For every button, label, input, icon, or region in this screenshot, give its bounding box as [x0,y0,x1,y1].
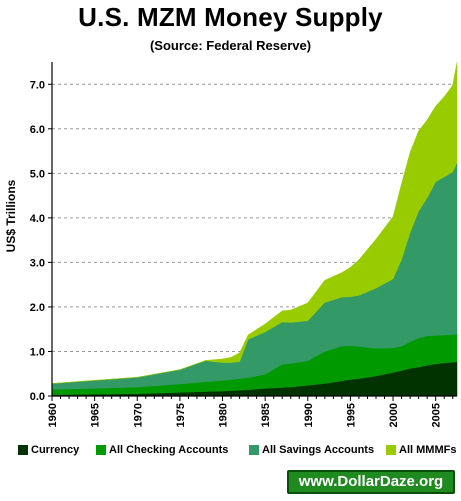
x-tick-label: 1980 [218,403,230,427]
legend-item-all-mmmfs: All MMMFs [386,444,456,456]
y-tick-label: 5.0 [30,168,45,180]
legend-label: All Checking Accounts [109,444,229,456]
legend-label: All Savings Accounts [262,444,375,456]
y-tick-label: 7.0 [30,79,45,91]
legend-item-currency: Currency [18,444,79,456]
y-tick-label: 3.0 [30,257,45,269]
legend-label: All MMMFs [399,444,457,456]
legend: Currency All Checking Accounts All Savings… [18,444,461,460]
watermark-badge: www.DollarDaze.org [287,470,455,494]
stacked-areas [51,62,458,397]
area-all-mmmfs [51,62,458,384]
x-tick-label: 1975 [175,403,187,427]
y-tick-label: 0.0 [30,391,45,403]
x-tick-label: 1990 [303,403,315,427]
chart-subtitle: (Source: Federal Reserve) [149,38,312,53]
legend-swatch [249,445,259,455]
x-tick-label: 2005 [431,403,443,427]
legend-item-all-checking-accounts: All Checking Accounts [96,444,228,456]
x-tick-label: 1965 [90,403,102,427]
x-tick-label: 1970 [132,403,144,427]
y-tick-label: 2.0 [30,302,45,314]
y-axis-label: US$ Trillions [4,179,18,253]
x-tick-label: 1985 [260,403,272,427]
legend-swatch [96,445,106,455]
legend-swatch [18,445,28,455]
y-tick-label: 1.0 [30,346,45,358]
x-tick-label: 1960 [47,403,59,427]
chart-title: U.S. MZM Money Supply [78,2,383,32]
x-tick-label: 1995 [345,403,357,427]
legend-item-all-savings-accounts: All Savings Accounts [249,444,374,456]
y-tick-label: 4.0 [30,213,45,225]
y-tick-label: 6.0 [30,124,45,136]
x-tick-label: 2000 [388,403,400,427]
legend-swatch [386,445,396,455]
axes [48,62,457,401]
y-tick-labels: 0.0 1.0 2.0 3.0 4.0 5.0 6.0 7.0 [30,79,45,403]
legend-label: Currency [31,444,80,456]
x-tick-labels: 1960 1965 1970 1975 1980 1985 1990 1995 2000 2005 [47,403,443,427]
